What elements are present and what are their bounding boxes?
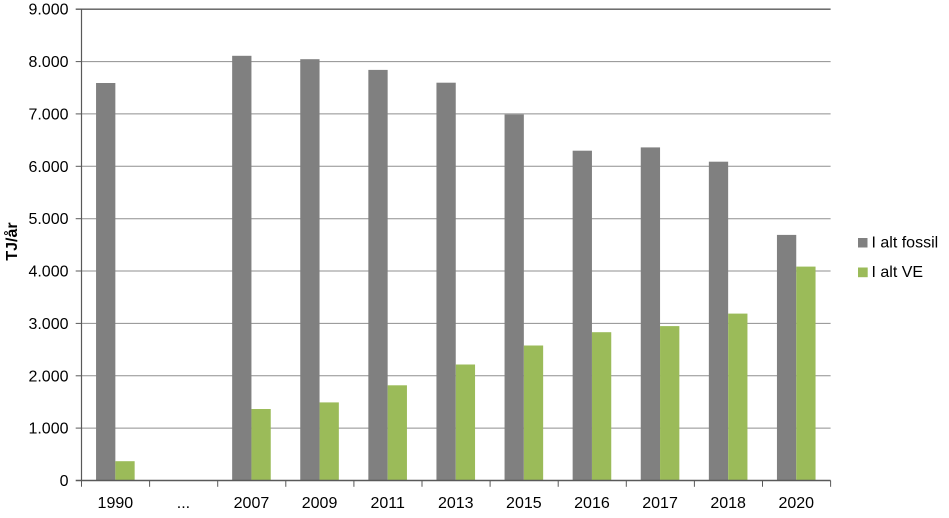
svg-text:8.000: 8.000 [28, 54, 68, 71]
svg-text:...: ... [177, 495, 190, 512]
svg-text:0: 0 [60, 473, 69, 490]
svg-text:3.000: 3.000 [28, 316, 68, 333]
svg-text:2011: 2011 [370, 495, 405, 512]
svg-text:5.000: 5.000 [28, 211, 68, 228]
svg-text:I alt VE: I alt VE [872, 264, 924, 281]
svg-text:2015: 2015 [506, 495, 542, 512]
svg-text:4.000: 4.000 [28, 264, 68, 281]
svg-text:TJ/år: TJ/år [3, 222, 21, 260]
svg-text:7.000: 7.000 [28, 106, 68, 123]
svg-text:6.000: 6.000 [28, 159, 68, 176]
svg-text:2018: 2018 [710, 495, 746, 512]
svg-text:2020: 2020 [778, 495, 814, 512]
svg-text:2017: 2017 [642, 495, 678, 512]
svg-text:2.000: 2.000 [28, 368, 68, 385]
svg-text:2016: 2016 [574, 495, 610, 512]
svg-text:9.000: 9.000 [28, 2, 68, 19]
svg-text:1990: 1990 [98, 495, 134, 512]
svg-text:2007: 2007 [234, 495, 270, 512]
svg-text:I alt fossil: I alt fossil [872, 235, 939, 252]
svg-text:2013: 2013 [438, 495, 474, 512]
svg-text:2009: 2009 [302, 495, 338, 512]
svg-text:1.000: 1.000 [28, 421, 68, 438]
